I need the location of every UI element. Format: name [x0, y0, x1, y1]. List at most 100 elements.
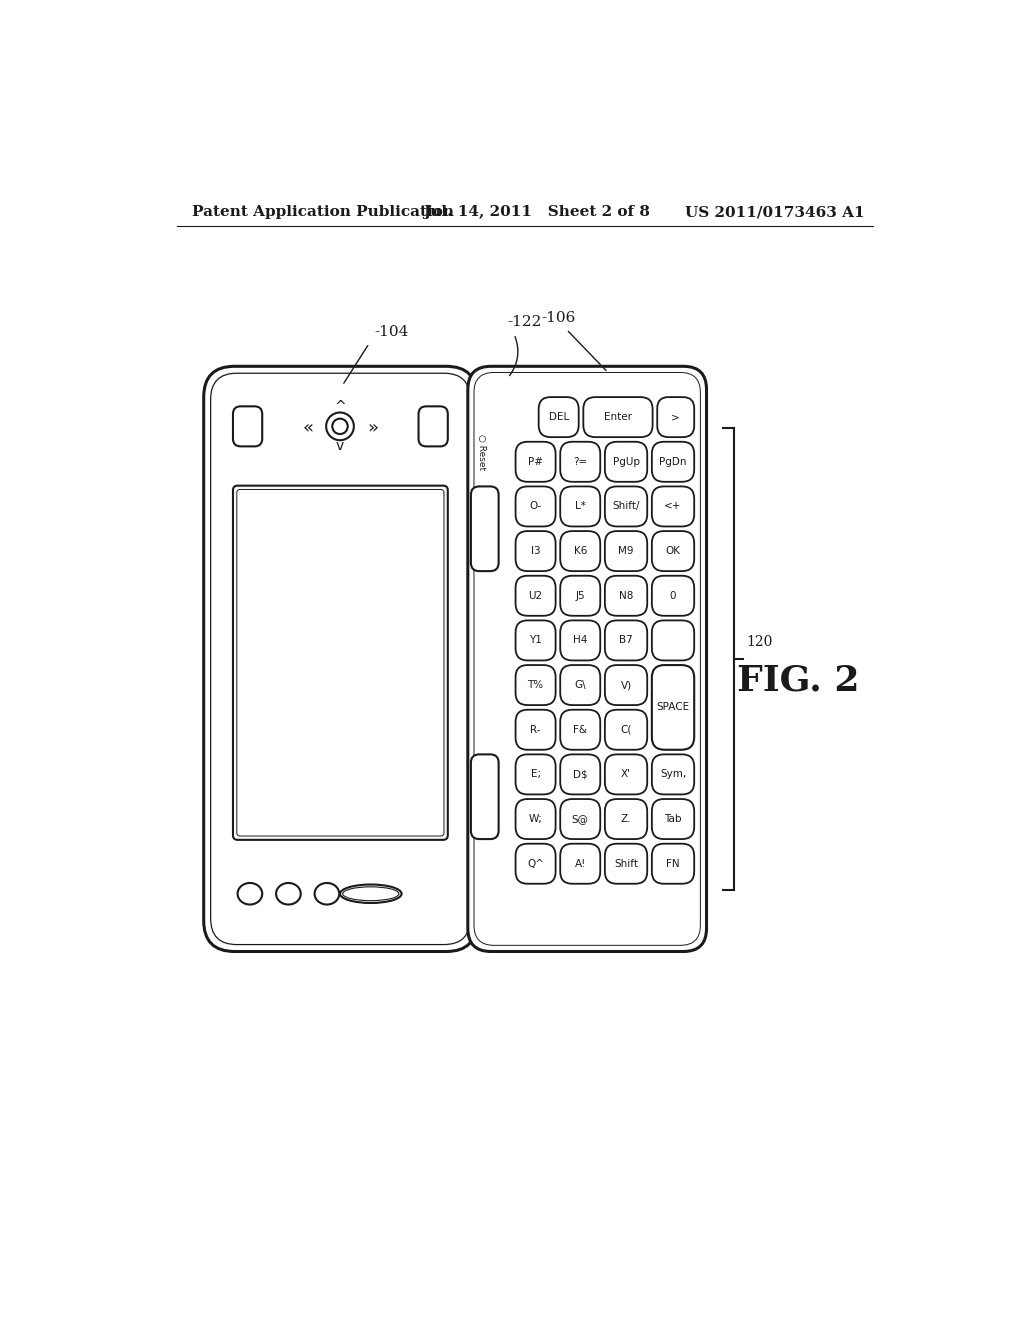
- Text: US 2011/0173463 A1: US 2011/0173463 A1: [685, 206, 864, 219]
- FancyBboxPatch shape: [237, 490, 444, 836]
- Text: >: >: [672, 412, 680, 422]
- Text: X': X': [621, 770, 631, 779]
- FancyBboxPatch shape: [560, 576, 600, 615]
- Text: V): V): [621, 680, 632, 690]
- Text: B7: B7: [620, 635, 633, 645]
- FancyBboxPatch shape: [515, 531, 556, 572]
- FancyBboxPatch shape: [419, 407, 447, 446]
- FancyBboxPatch shape: [233, 407, 262, 446]
- FancyBboxPatch shape: [471, 487, 499, 572]
- Text: »: »: [367, 418, 378, 437]
- Text: Shift: Shift: [614, 859, 638, 869]
- FancyBboxPatch shape: [560, 665, 600, 705]
- Text: T%: T%: [527, 680, 544, 690]
- Text: A!: A!: [574, 859, 586, 869]
- Text: ?=: ?=: [573, 457, 588, 467]
- Text: M9: M9: [618, 546, 634, 556]
- FancyBboxPatch shape: [468, 367, 707, 952]
- Text: -122: -122: [508, 315, 543, 330]
- FancyBboxPatch shape: [605, 576, 647, 615]
- Text: Tab: Tab: [665, 814, 682, 824]
- FancyBboxPatch shape: [560, 755, 600, 795]
- Text: Y1: Y1: [529, 635, 542, 645]
- Text: L*: L*: [574, 502, 586, 511]
- FancyBboxPatch shape: [652, 843, 694, 884]
- Text: FN: FN: [667, 859, 680, 869]
- FancyBboxPatch shape: [515, 710, 556, 750]
- Text: -104: -104: [374, 325, 409, 339]
- FancyBboxPatch shape: [515, 799, 556, 840]
- Text: U2: U2: [528, 591, 543, 601]
- FancyBboxPatch shape: [657, 397, 694, 437]
- Text: D$: D$: [572, 770, 588, 779]
- FancyBboxPatch shape: [560, 710, 600, 750]
- FancyBboxPatch shape: [605, 710, 647, 750]
- Text: FIG. 2: FIG. 2: [737, 664, 860, 697]
- Text: Patent Application Publication: Patent Application Publication: [193, 206, 455, 219]
- Text: <+: <+: [665, 502, 682, 511]
- FancyBboxPatch shape: [233, 486, 447, 840]
- FancyBboxPatch shape: [652, 576, 694, 615]
- FancyBboxPatch shape: [515, 487, 556, 527]
- FancyBboxPatch shape: [605, 799, 647, 840]
- FancyBboxPatch shape: [560, 620, 600, 660]
- Text: N8: N8: [618, 591, 633, 601]
- FancyBboxPatch shape: [652, 620, 694, 660]
- FancyBboxPatch shape: [474, 372, 700, 945]
- Text: I3: I3: [530, 546, 541, 556]
- Text: Enter: Enter: [604, 412, 632, 422]
- Text: S@: S@: [571, 814, 589, 824]
- Text: SPACE: SPACE: [656, 702, 689, 713]
- Text: 120: 120: [746, 635, 773, 649]
- FancyBboxPatch shape: [605, 755, 647, 795]
- FancyBboxPatch shape: [652, 755, 694, 795]
- Text: 0: 0: [670, 591, 676, 601]
- FancyBboxPatch shape: [515, 576, 556, 615]
- Text: ^: ^: [334, 400, 346, 414]
- FancyBboxPatch shape: [605, 531, 647, 572]
- Text: R-: R-: [530, 725, 541, 735]
- Text: DEL: DEL: [549, 412, 568, 422]
- FancyBboxPatch shape: [652, 442, 694, 482]
- FancyBboxPatch shape: [605, 487, 647, 527]
- FancyBboxPatch shape: [560, 843, 600, 884]
- FancyBboxPatch shape: [560, 799, 600, 840]
- Text: P#: P#: [528, 457, 543, 467]
- Text: G\: G\: [574, 680, 586, 690]
- FancyBboxPatch shape: [204, 367, 477, 952]
- Text: ○ Reset: ○ Reset: [477, 434, 486, 470]
- FancyBboxPatch shape: [539, 397, 579, 437]
- FancyBboxPatch shape: [560, 442, 600, 482]
- Text: E;: E;: [530, 770, 541, 779]
- FancyBboxPatch shape: [652, 799, 694, 840]
- Text: Shift/: Shift/: [612, 502, 640, 511]
- FancyBboxPatch shape: [515, 665, 556, 705]
- FancyBboxPatch shape: [560, 487, 600, 527]
- FancyBboxPatch shape: [605, 620, 647, 660]
- FancyBboxPatch shape: [605, 442, 647, 482]
- FancyBboxPatch shape: [515, 442, 556, 482]
- FancyBboxPatch shape: [605, 665, 647, 705]
- FancyBboxPatch shape: [211, 374, 470, 945]
- FancyBboxPatch shape: [605, 843, 647, 884]
- FancyBboxPatch shape: [515, 620, 556, 660]
- Text: Jul. 14, 2011   Sheet 2 of 8: Jul. 14, 2011 Sheet 2 of 8: [423, 206, 650, 219]
- Text: «: «: [302, 418, 313, 437]
- Text: PgDn: PgDn: [659, 457, 687, 467]
- Text: Sym,: Sym,: [659, 770, 686, 779]
- Text: C(: C(: [621, 725, 632, 735]
- Text: v: v: [336, 438, 344, 453]
- FancyBboxPatch shape: [560, 531, 600, 572]
- FancyBboxPatch shape: [515, 755, 556, 795]
- Text: H4: H4: [573, 635, 588, 645]
- FancyBboxPatch shape: [652, 665, 694, 750]
- Text: Z.: Z.: [621, 814, 632, 824]
- FancyBboxPatch shape: [584, 397, 652, 437]
- FancyBboxPatch shape: [515, 843, 556, 884]
- Text: K6: K6: [573, 546, 587, 556]
- Text: OK: OK: [666, 546, 681, 556]
- Text: W;: W;: [528, 814, 543, 824]
- Text: O-: O-: [529, 502, 542, 511]
- Text: J5: J5: [575, 591, 585, 601]
- FancyBboxPatch shape: [652, 531, 694, 572]
